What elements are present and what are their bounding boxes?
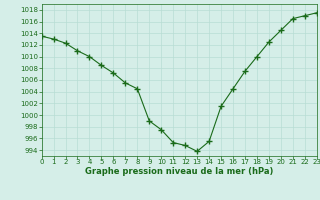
X-axis label: Graphe pression niveau de la mer (hPa): Graphe pression niveau de la mer (hPa) bbox=[85, 167, 273, 176]
